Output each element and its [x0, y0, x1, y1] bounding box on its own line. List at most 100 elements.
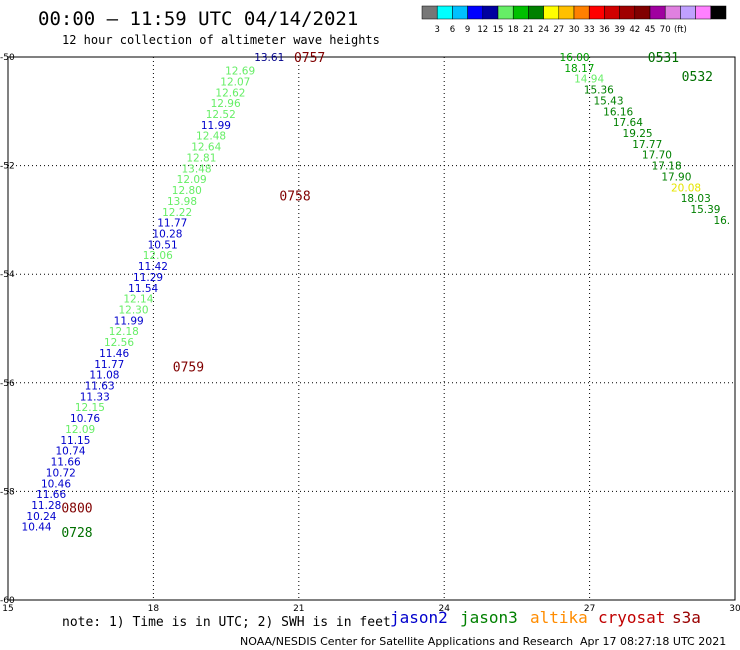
swh-point: 11.54: [128, 283, 158, 295]
swh-point: 10.44: [22, 522, 52, 534]
colorbar-cell: [528, 5, 544, 20]
swh-point: 16.00: [560, 52, 590, 64]
swh-point: 16.16: [603, 106, 633, 118]
colorbar-label: 42: [629, 25, 640, 35]
x-tick-label: 24: [438, 604, 450, 614]
pass-id-label: 0728: [61, 526, 92, 541]
legend-s3a: s3a: [672, 608, 701, 627]
swh-point: 10.72: [46, 467, 76, 479]
colorbar-label: 45: [645, 25, 656, 35]
colorbar-label: 21: [523, 25, 534, 35]
swh-point: 11.28: [31, 500, 61, 512]
colorbar-cell: [710, 5, 727, 20]
swh-point: 11.08: [89, 370, 119, 382]
colorbar-label: 70: [660, 25, 671, 35]
swh-point: 12.07: [220, 76, 250, 88]
colorbar-cell: [497, 5, 514, 20]
swh-point: 17.18: [652, 161, 682, 173]
y-tick-label: -60: [0, 596, 15, 606]
swh-point: 15.43: [593, 95, 623, 107]
colorbar-label: 27: [553, 25, 564, 35]
swh-point: 12.15: [75, 402, 105, 414]
swh-point: 10.51: [148, 239, 178, 251]
colorbar-cell: [512, 5, 529, 20]
footer-note: note: 1) Time is in UTC; 2) SWH is in fe…: [62, 615, 391, 630]
plot-area: 15 18 21 24 27 30 -50 -52 -54 -56 -58 -60 13.61 12.69…: [0, 51, 740, 614]
y-tick-label: -54: [0, 270, 15, 280]
swh-point: 12.56: [104, 337, 134, 349]
swh-point: 11.66: [36, 489, 66, 501]
swh-point: 12.48: [196, 131, 226, 143]
colorbar-cell: [695, 5, 712, 20]
swh-point: 11.46: [99, 348, 129, 360]
swh-point: 18.17: [564, 63, 594, 75]
colorbar-cell: [452, 5, 468, 20]
legend-jason2: jason2: [390, 608, 448, 627]
swh-point: 10.76: [70, 413, 100, 425]
y-tick-label: -56: [0, 379, 15, 389]
legend-cryosat: cryosat: [598, 608, 665, 627]
swh-point: 12.96: [211, 98, 241, 110]
swh-point: 12.09: [177, 174, 207, 186]
colorbar-cell: [573, 5, 590, 20]
colorbar-label: 33: [584, 25, 595, 35]
chart-title: 00:00 – 11:59 UTC 04/14/2021: [38, 8, 358, 30]
swh-point: 17.77: [632, 139, 662, 151]
legend-altika: altika: [530, 608, 588, 627]
swh-point: 11.99: [114, 315, 144, 327]
swh-point: 12.18: [109, 326, 139, 338]
swh-point: 17.90: [661, 171, 691, 183]
swh-point: 12.30: [118, 304, 148, 316]
swh-point: 19.25: [623, 128, 653, 140]
swh-point: 11.77: [157, 218, 187, 230]
pass-id-label: 0532: [682, 70, 713, 85]
swh-point: 17.64: [613, 117, 643, 129]
swh-point: 10.28: [152, 228, 182, 240]
swh-point: 12.64: [191, 142, 221, 154]
colorbar-label: 9: [465, 25, 470, 35]
swh-point: 13.61: [254, 52, 284, 64]
swh-point: 12.69: [225, 66, 255, 78]
colorbar-label: 36: [599, 25, 610, 35]
swh-point: 17.70: [642, 150, 672, 162]
pass-id-label: 0758: [279, 189, 310, 204]
pass-id-label: 0759: [173, 361, 204, 376]
swh-point: 11.63: [85, 381, 115, 393]
colorbar-cell: [634, 5, 651, 20]
swh-point: 11.99: [201, 120, 231, 132]
swh-point: 12.22: [162, 207, 192, 219]
swh-point: 16.: [713, 215, 730, 227]
swh-point: 10.46: [41, 478, 71, 490]
colorbar-label: 6: [450, 25, 455, 35]
swh-point: 12.09: [65, 424, 95, 436]
colorbar-cell: [436, 5, 453, 20]
swh-point: 20.08: [671, 182, 701, 194]
pass-id-label: 0531: [648, 51, 679, 66]
x-tick-label: 18: [148, 604, 160, 614]
x-tick-label: 27: [584, 604, 595, 614]
swh-point: 11.29: [133, 272, 163, 284]
swh-point: 12.62: [215, 87, 245, 99]
colorbar-cell: [680, 5, 696, 20]
swh-point: 14.94: [574, 74, 604, 86]
colorbar-cell: [604, 5, 620, 20]
swh-point: 15.39: [690, 204, 720, 216]
colorbar-cell: [664, 5, 681, 20]
swh-point: 10.24: [26, 511, 56, 523]
swh-point: 12.81: [186, 152, 216, 164]
colorbar-cell: [558, 5, 575, 20]
colorbar-cell: [467, 5, 484, 20]
swh-point: 13.98: [167, 196, 197, 208]
colorbar-label: 18: [508, 25, 519, 35]
swh-point: 11.42: [138, 261, 168, 273]
swh-point: 12.52: [206, 109, 236, 121]
y-tick-label: -50: [0, 53, 15, 63]
colorbar-label: 15: [493, 25, 504, 35]
swh-point: 15.36: [584, 85, 614, 97]
swh-point: 12.14: [123, 294, 153, 306]
pass-id-label: 0757: [294, 51, 325, 66]
colorbar-label: 30: [569, 25, 580, 35]
colorbar-cell: [543, 5, 560, 20]
legend-jason3: jason3: [460, 608, 518, 627]
